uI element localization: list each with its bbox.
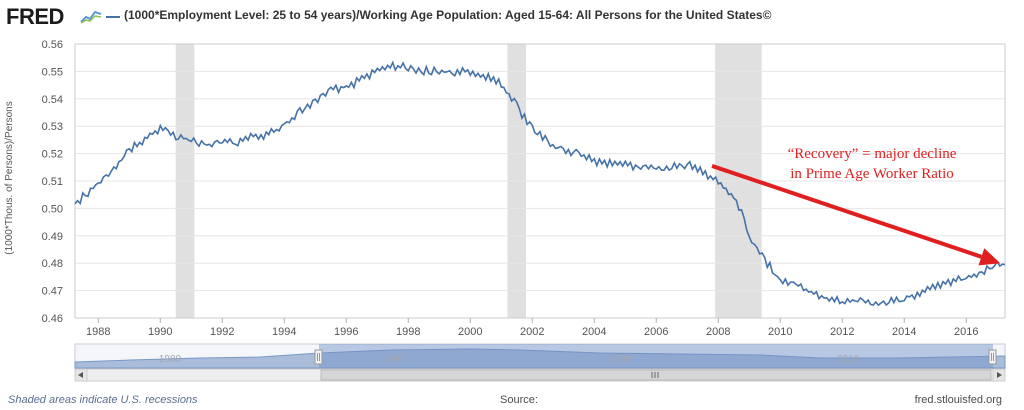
navigator-label: 2010 [837, 354, 860, 365]
scroll-right-button[interactable] [992, 368, 1006, 382]
x-tick-label: 1994 [272, 326, 296, 338]
y-tick-label: 0.47 [42, 286, 63, 298]
x-tick-label: 1996 [334, 326, 358, 338]
x-tick-label: 2014 [892, 326, 916, 338]
x-tick-label: 1988 [86, 326, 110, 338]
x-tick-label: 2010 [768, 326, 792, 338]
x-tick-label: 2006 [644, 326, 668, 338]
range-navigator[interactable]: 1980 1990 2000 2010 [74, 343, 1006, 382]
navigator-selection[interactable] [319, 344, 993, 368]
chart-area[interactable]: 0.46 0.47 0.48 0.49 0.50 0.51 0.52 0.53 0.54 0.55… [0, 0, 1024, 390]
x-tick-label: 1990 [148, 326, 172, 338]
source-url-link[interactable]: fred.stlouisfed.org [914, 394, 1002, 406]
x-tick-label: 2000 [458, 326, 482, 338]
navigator-right-handle[interactable] [988, 349, 997, 365]
x-axis-ticks: 1988 1990 1992 1994 1996 1998 2000 2002 2004 2006… [86, 318, 978, 338]
x-tick-label: 1998 [396, 326, 420, 338]
annotation-line-1: “Recovery” = major decline [788, 146, 957, 162]
navigator-left-handle[interactable] [314, 349, 323, 365]
y-tick-label: 0.51 [42, 176, 63, 188]
scroll-left-button[interactable] [74, 368, 88, 382]
x-tick-label: 2016 [954, 326, 978, 338]
annotation-arrowhead [978, 248, 1001, 266]
y-tick-label: 0.53 [42, 121, 63, 133]
y-tick-label: 0.49 [42, 231, 63, 243]
fred-logo[interactable]: FRED [6, 4, 64, 29]
y-tick-label: 0.48 [42, 258, 63, 270]
x-tick-label: 1992 [210, 326, 234, 338]
x-tick-label: 2002 [520, 326, 544, 338]
x-tick-label: 2004 [582, 326, 606, 338]
y-tick-label: 0.56 [42, 39, 63, 51]
source-label: Source: [500, 394, 538, 406]
y-tick-label: 0.55 [42, 66, 63, 78]
navigator-label: 1990 [381, 354, 404, 365]
x-tick-label: 2012 [830, 326, 854, 338]
y-axis-ticks: 0.46 0.47 0.48 0.49 0.50 0.51 0.52 0.53 0.54 0.55… [42, 39, 63, 325]
x-tick-label: 2008 [706, 326, 730, 338]
scrollbar-thumb[interactable] [320, 369, 992, 381]
navigator-label: 2000 [609, 354, 632, 365]
annotation-line-2: in Prime Age Worker Ratio [790, 166, 954, 182]
recession-note: Shaded areas indicate U.S. recessions [8, 394, 198, 406]
chart-header: FRED (1000*Employment Level: 25 to 54 ye… [0, 0, 1024, 34]
navigator-series-area [74, 348, 1006, 369]
arrow-left-icon [78, 372, 83, 378]
annotation-arrow [711, 164, 983, 259]
sparkline-icon [80, 10, 102, 24]
series-line[interactable] [74, 60, 1006, 307]
navigator-label: 1980 [159, 354, 182, 365]
y-tick-label: 0.54 [42, 94, 63, 106]
arrow-right-icon [997, 372, 1002, 378]
series-title: (1000*Employment Level: 25 to 54 years)/… [124, 8, 772, 22]
legend-line-marker [106, 16, 120, 18]
y-tick-label: 0.46 [42, 313, 63, 325]
y-tick-label: 0.52 [42, 149, 63, 161]
grip-lines-icon [651, 372, 659, 378]
y-axis-label: (1000*Thous. of Persons)/Persons [4, 101, 15, 254]
gridlines [74, 43, 1006, 319]
y-tick-label: 0.50 [42, 203, 63, 215]
annotation: “Recovery” = major decline in Prime Age … [711, 146, 1001, 266]
plot-border [74, 43, 1006, 319]
